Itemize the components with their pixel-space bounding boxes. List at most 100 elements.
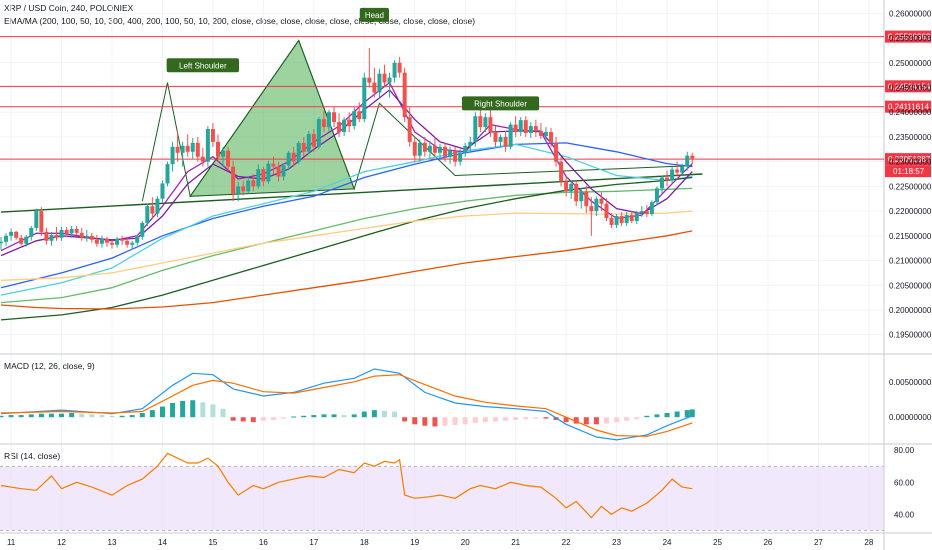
candle-body[interactable] (44, 231, 49, 241)
candle-body[interactable] (69, 228, 74, 234)
candle-body[interactable] (89, 235, 94, 240)
candle-body[interactable] (59, 229, 64, 238)
candle-body[interactable] (99, 238, 104, 244)
candle-body[interactable] (644, 211, 649, 215)
candle-body[interactable] (629, 215, 634, 221)
candle-body[interactable] (387, 77, 392, 83)
candle-body[interactable] (347, 119, 352, 127)
candle-body[interactable] (397, 62, 402, 73)
candle-body[interactable] (453, 150, 458, 162)
candle-body[interactable] (281, 165, 286, 177)
candle-body[interactable] (342, 119, 347, 132)
candle-body[interactable] (392, 62, 397, 78)
candle-body[interactable] (120, 238, 125, 241)
candle-body[interactable] (236, 186, 241, 194)
candle-body[interactable] (4, 235, 9, 242)
candle-body[interactable] (589, 206, 594, 212)
annotation-bg[interactable] (166, 58, 240, 73)
candle-body[interactable] (619, 216, 624, 223)
candle-body[interactable] (402, 72, 407, 118)
candle-body[interactable] (54, 234, 59, 238)
candle-body[interactable] (533, 126, 538, 132)
candle-body[interactable] (316, 119, 321, 147)
candle-body[interactable] (180, 145, 185, 153)
candle-body[interactable] (246, 180, 251, 192)
candle-body[interactable] (493, 132, 498, 142)
candle-body[interactable] (140, 222, 145, 237)
candle-body[interactable] (508, 124, 513, 147)
candle-body[interactable] (513, 124, 518, 132)
candle-body[interactable] (448, 150, 453, 157)
candle-body[interactable] (210, 129, 215, 142)
candle-body[interactable] (94, 239, 99, 244)
candle-body[interactable] (221, 150, 226, 157)
candle-body[interactable] (478, 116, 483, 128)
candle-body[interactable] (19, 237, 24, 244)
candle-body[interactable] (584, 191, 589, 207)
candle-body[interactable] (266, 163, 271, 182)
candle-body[interactable] (34, 211, 39, 228)
candle-body[interactable] (604, 203, 609, 219)
candle-body[interactable] (407, 117, 412, 142)
candle-body[interactable] (443, 146, 448, 157)
candle-body[interactable] (29, 227, 34, 237)
candle-body[interactable] (165, 164, 170, 184)
candle-body[interactable] (639, 211, 644, 214)
candle-body[interactable] (599, 198, 604, 204)
candle-body[interactable] (659, 177, 664, 189)
candle-body[interactable] (296, 142, 301, 162)
candle-body[interactable] (205, 129, 210, 162)
candle-body[interactable] (458, 152, 463, 162)
candle-body[interactable] (634, 213, 639, 221)
candle-body[interactable] (432, 145, 437, 153)
candle-body[interactable] (498, 136, 503, 142)
candle-body[interactable] (49, 234, 54, 241)
candle-body[interactable] (291, 152, 296, 162)
candle-body[interactable] (337, 122, 342, 132)
candle-body[interactable] (241, 186, 246, 192)
candle-body[interactable] (372, 82, 377, 93)
candle-body[interactable] (543, 132, 548, 136)
candle-body[interactable] (417, 142, 422, 156)
candle-body[interactable] (276, 166, 281, 177)
rsi-legend[interactable]: RSI (14, close) (4, 451, 61, 461)
candle-body[interactable] (675, 169, 680, 173)
candle-body[interactable] (624, 215, 629, 223)
candle-body[interactable] (357, 111, 362, 120)
candle-body[interactable] (74, 228, 79, 233)
candle-body[interactable] (377, 73, 382, 93)
candle-body[interactable] (574, 183, 579, 202)
candle-body[interactable] (332, 112, 337, 123)
candle-body[interactable] (503, 136, 508, 147)
candle-body[interactable] (523, 120, 528, 133)
candle-body[interactable] (412, 141, 417, 156)
candle-body[interactable] (569, 183, 574, 192)
candle-body[interactable] (200, 156, 205, 162)
candle-body[interactable] (564, 181, 569, 192)
candle-body[interactable] (382, 73, 387, 83)
candle-body[interactable] (326, 112, 331, 128)
candle-body[interactable] (175, 146, 180, 153)
candle-body[interactable] (226, 150, 231, 167)
candle-body[interactable] (367, 77, 372, 83)
candle-body[interactable] (64, 229, 69, 234)
candle-body[interactable] (311, 133, 316, 147)
candle-body[interactable] (14, 231, 19, 238)
candle-body[interactable] (685, 155, 690, 167)
candle-body[interactable] (256, 169, 261, 187)
candle-body[interactable] (271, 163, 276, 167)
candle-body[interactable] (104, 238, 109, 243)
candle-body[interactable] (579, 191, 584, 202)
ma-legend[interactable]: EMA/MA (200, 100, 50, 10, 300, 400, 200,… (4, 16, 476, 26)
candle-body[interactable] (306, 133, 311, 152)
candle-body[interactable] (680, 166, 685, 173)
candle-body[interactable] (125, 240, 130, 245)
candle-body[interactable] (654, 188, 659, 203)
candle-body[interactable] (352, 111, 357, 127)
candle-body[interactable] (251, 180, 256, 187)
candle-body[interactable] (437, 146, 442, 153)
candle-body[interactable] (145, 206, 150, 223)
candle-body[interactable] (488, 117, 493, 132)
candle-body[interactable] (84, 235, 89, 238)
